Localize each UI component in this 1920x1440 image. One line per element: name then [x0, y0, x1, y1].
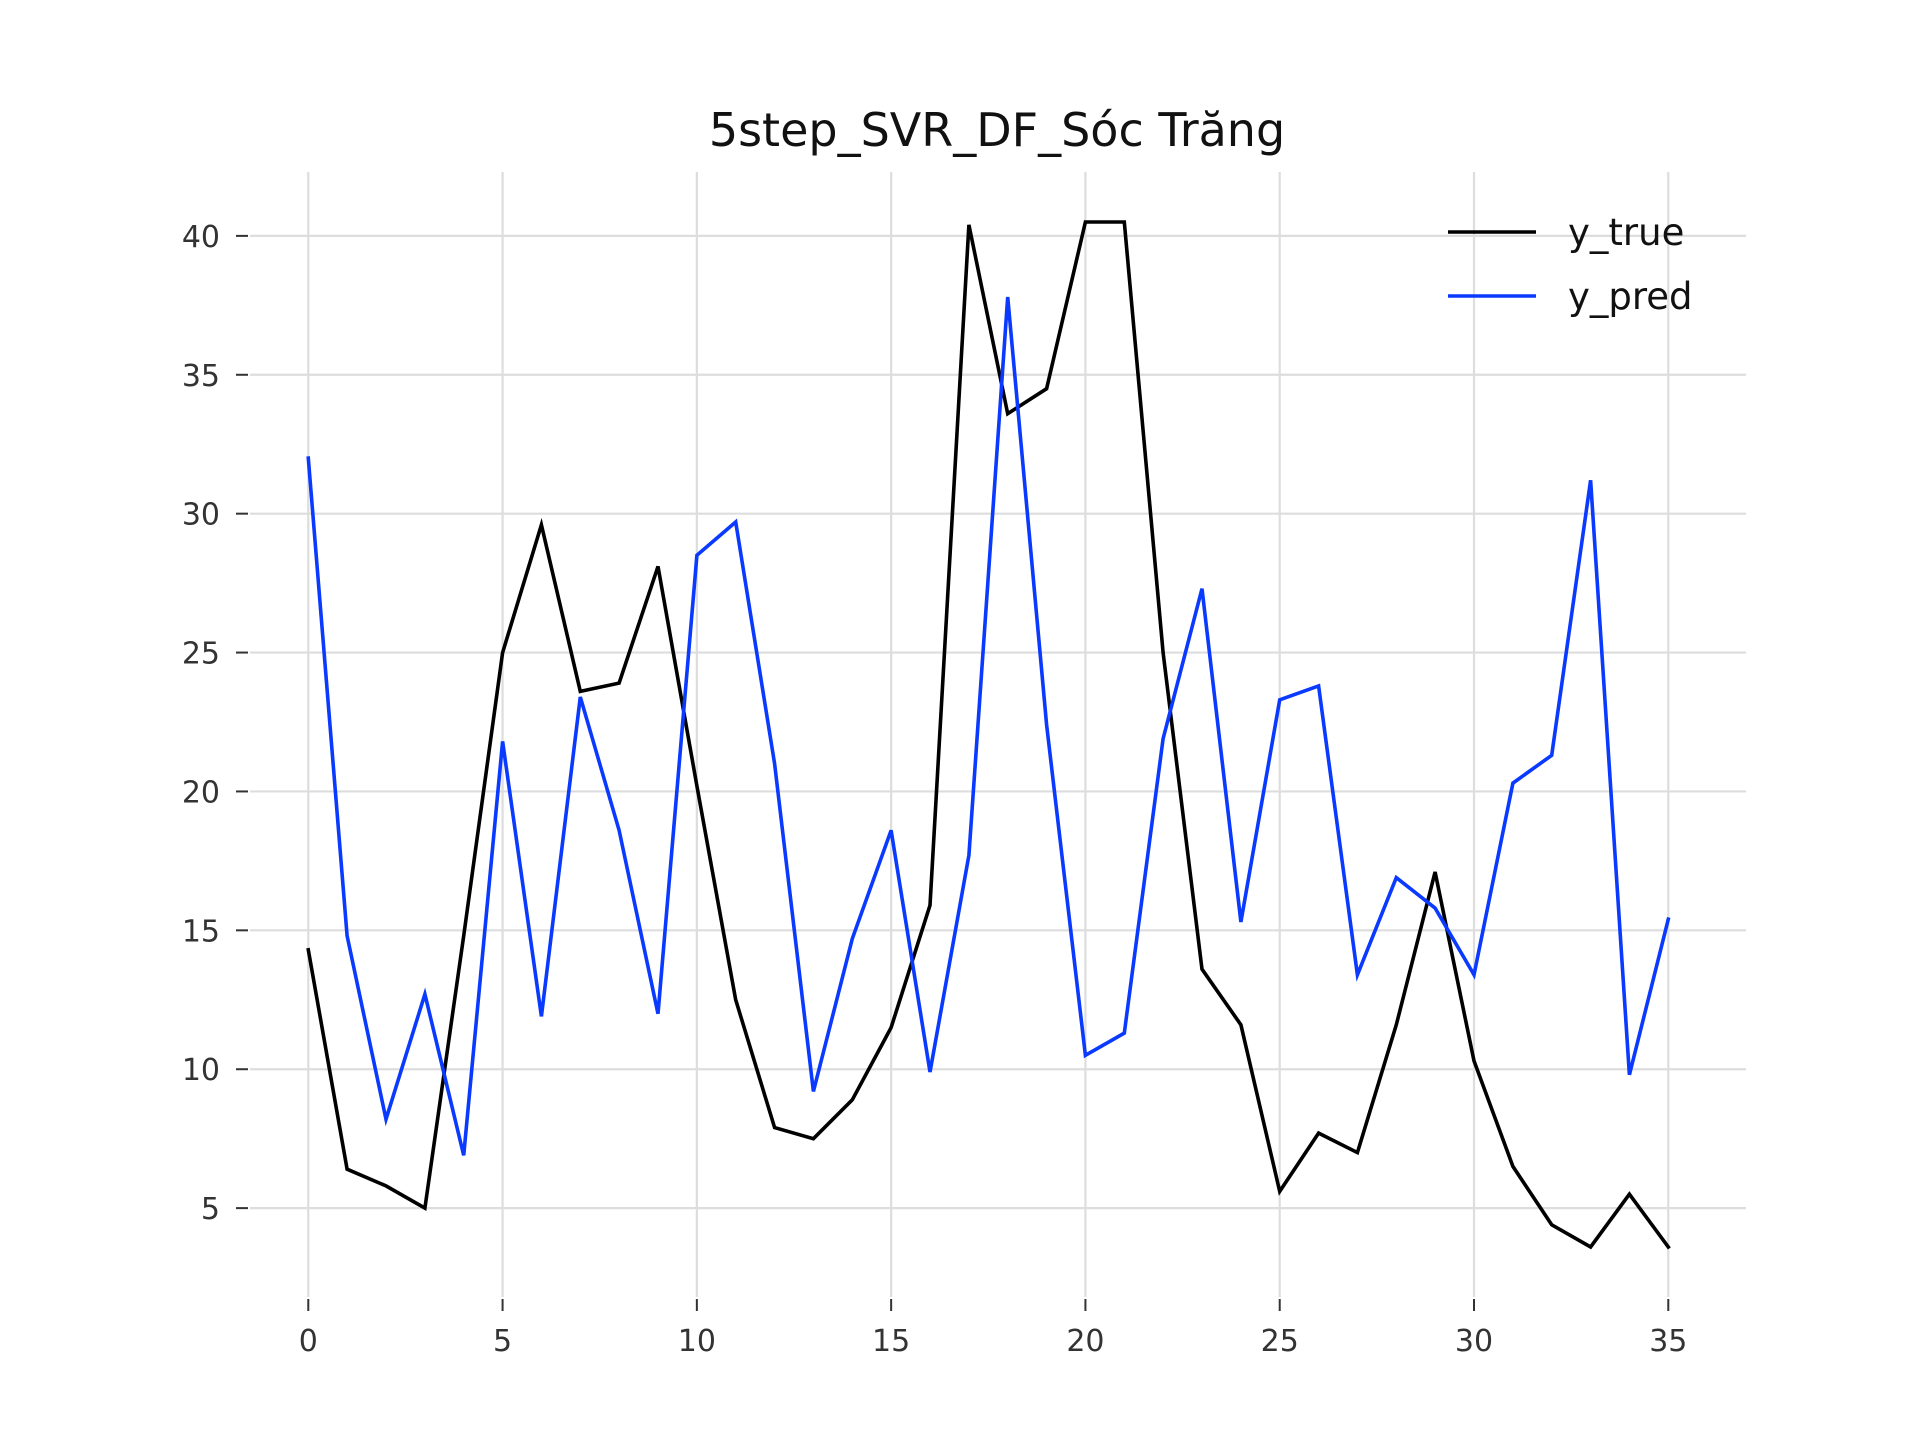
y-tick-label: 5	[201, 1192, 220, 1227]
y-tick-label: 40	[182, 220, 220, 255]
y-tick-label: 30	[182, 498, 220, 533]
y-tick-label: 10	[182, 1053, 220, 1088]
x-tick-label: 15	[872, 1324, 910, 1359]
series-line-y-true	[306, 220, 1671, 1250]
legend-label: y_true	[1568, 211, 1684, 254]
series-lines	[306, 220, 1671, 1250]
legend-label: y_pred	[1568, 275, 1693, 318]
x-tick-label: 30	[1455, 1324, 1493, 1359]
grid	[250, 172, 1746, 1297]
chart-title: 5step_SVR_DF_Sóc Trăng	[709, 103, 1285, 157]
x-axis-ticks: 0 5 10 15 20 25 30 35	[299, 1299, 1687, 1359]
y-tick-label: 15	[182, 914, 220, 949]
x-tick-label: 0	[299, 1324, 318, 1359]
legend: y_true y_pred	[1448, 211, 1693, 318]
y-tick-label: 35	[182, 359, 220, 394]
y-axis-ticks: 5 10 15 20 25 30 35 40	[182, 220, 248, 1227]
x-tick-label: 35	[1649, 1324, 1687, 1359]
series-line-y-pred	[306, 296, 1671, 1156]
y-tick-label: 25	[182, 637, 220, 672]
x-tick-label: 10	[678, 1324, 716, 1359]
y-tick-label: 20	[182, 775, 220, 810]
x-tick-label: 20	[1066, 1324, 1104, 1359]
x-tick-label: 5	[493, 1324, 512, 1359]
x-tick-label: 25	[1261, 1324, 1299, 1359]
